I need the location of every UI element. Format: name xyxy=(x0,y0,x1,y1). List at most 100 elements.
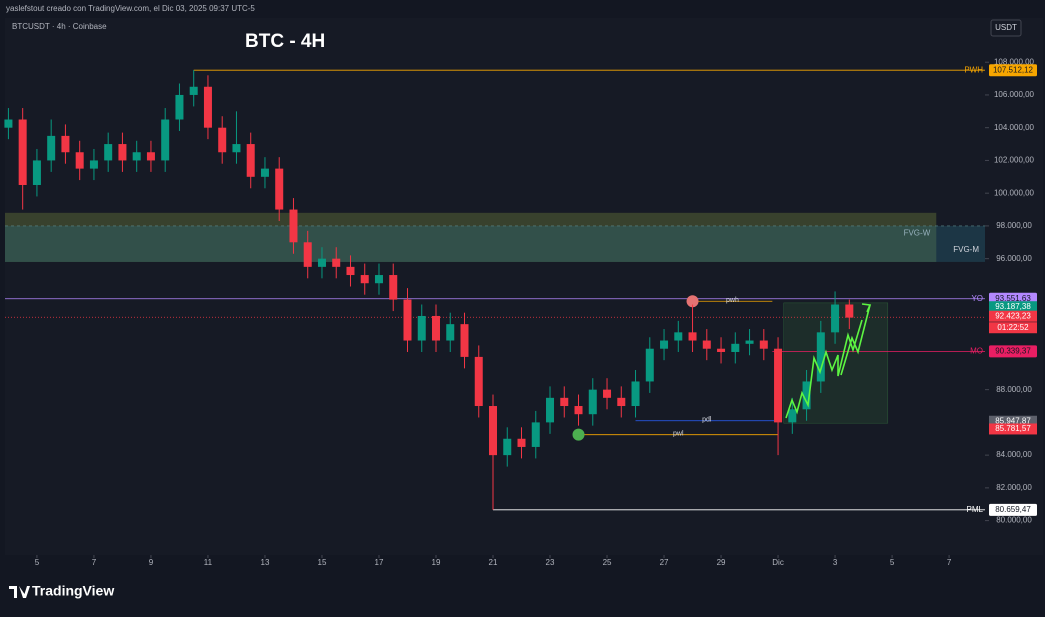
y-tick-label: 98.000,00 xyxy=(996,221,1032,230)
candle-body xyxy=(574,406,583,415)
candle-body xyxy=(232,144,241,153)
candle-body xyxy=(246,144,255,177)
level-tag xyxy=(989,345,1037,358)
candle-body xyxy=(660,340,669,349)
price-axis xyxy=(985,18,1043,555)
candle-body xyxy=(132,152,141,161)
x-tick-label: 7 xyxy=(92,558,97,567)
candle-body xyxy=(617,397,626,407)
candle-body xyxy=(260,168,269,177)
symbol-label: BTCUSDT · 4h · Coinbase xyxy=(12,22,107,31)
candle-body xyxy=(816,332,825,382)
x-tick-label: 5 xyxy=(35,558,40,567)
candle-body xyxy=(845,304,854,318)
y-tick-label: 88.000,00 xyxy=(996,385,1032,394)
candle-body xyxy=(289,209,298,243)
chart-layer: 108.000,00 106.000,00 104.000,00 102.000,00… xyxy=(4,57,1037,567)
marker-label: pdl xyxy=(702,417,712,424)
x-tick-label: Dic xyxy=(772,558,784,567)
x-tick-label: 29 xyxy=(717,558,726,567)
zone-label: FVG-M xyxy=(953,245,979,254)
y-tick-label: 102.000,00 xyxy=(994,156,1035,165)
price-tag xyxy=(989,310,1037,322)
candle-body xyxy=(717,348,726,352)
price-tag xyxy=(989,415,1037,427)
candle-body xyxy=(303,242,312,267)
candle-body xyxy=(146,152,155,161)
candle-body xyxy=(317,258,326,267)
candle-body xyxy=(674,332,683,341)
currency[interactable]: USDT xyxy=(995,23,1017,32)
candle-body xyxy=(374,275,383,284)
fvg-zone xyxy=(5,225,985,262)
x-tick-label: 11 xyxy=(204,558,213,567)
candle-body xyxy=(75,152,84,169)
y-tick-label: 100.000,00 xyxy=(994,188,1035,197)
chart-title: BTC - 4H xyxy=(245,31,325,52)
candle-body xyxy=(546,397,555,423)
x-tick-label: 3 xyxy=(833,558,838,567)
candle-body xyxy=(104,144,113,161)
candle-body xyxy=(788,409,797,423)
candle-body xyxy=(118,144,127,161)
projection-arrow xyxy=(840,304,871,376)
candle-body xyxy=(332,258,341,267)
level-tag-label: 90.339,37 xyxy=(995,346,1031,355)
x-tick-label: 7 xyxy=(947,558,952,567)
price-tag xyxy=(989,423,1037,435)
candle-body xyxy=(688,332,697,341)
x-tick-label: 13 xyxy=(261,558,270,567)
y-tick-label: 108.000,00 xyxy=(994,57,1035,66)
x-tick-label: 9 xyxy=(149,558,154,567)
x-tick-label: 25 xyxy=(603,558,612,567)
price-tag-label: 85.781,57 xyxy=(995,424,1031,433)
level-name: PML xyxy=(967,505,984,514)
candle-body xyxy=(161,119,170,161)
candle-body xyxy=(745,340,754,344)
candle-body xyxy=(18,119,27,185)
candle-body xyxy=(645,348,654,382)
x-tick-label: 23 xyxy=(546,558,555,567)
candle-body xyxy=(389,275,398,300)
candle-body xyxy=(531,422,540,447)
marker-dot xyxy=(686,295,699,308)
x-tick-label: 17 xyxy=(375,558,384,567)
x-tick-label: 15 xyxy=(318,558,327,567)
brand[interactable]: TradingView xyxy=(32,583,114,599)
x-tick-label: 27 xyxy=(660,558,669,567)
candle-body xyxy=(731,343,740,352)
candle-body xyxy=(489,406,498,456)
x-tick-label: 21 xyxy=(489,558,498,567)
candle-body xyxy=(89,160,98,169)
brand-logo[interactable]: TradingView xyxy=(9,583,114,599)
candle-body xyxy=(346,266,355,276)
currency-box[interactable] xyxy=(990,19,1022,37)
plot-area xyxy=(5,18,985,555)
candle-body xyxy=(417,315,426,341)
x-tick-label: 19 xyxy=(432,558,441,567)
fvg-zone xyxy=(5,212,937,262)
candle-body xyxy=(588,389,597,415)
candle-body xyxy=(759,340,768,349)
y-tick-label: 82.000,00 xyxy=(996,483,1032,492)
candle-body xyxy=(360,275,369,284)
y-tick-label: 84.000,00 xyxy=(996,450,1032,459)
level-tag-label: 93.551,63 xyxy=(995,294,1031,303)
level-name: PWH xyxy=(964,65,983,74)
candle-body xyxy=(189,86,198,95)
price-tag-label: 85.947,87 xyxy=(995,416,1031,425)
candle-body xyxy=(774,348,783,423)
candle-body xyxy=(517,438,526,447)
price-tag-label: 93.187,38 xyxy=(995,302,1031,311)
candle-body xyxy=(203,86,212,128)
candle-body xyxy=(431,315,440,341)
level-name: MO xyxy=(970,346,983,355)
logo-mark xyxy=(9,586,30,598)
candle-body xyxy=(4,119,13,128)
price-tag xyxy=(989,301,1037,313)
candle-body xyxy=(218,127,227,153)
candle-body xyxy=(460,324,469,357)
level-name: YO xyxy=(971,294,983,303)
arrow-head xyxy=(861,303,872,313)
